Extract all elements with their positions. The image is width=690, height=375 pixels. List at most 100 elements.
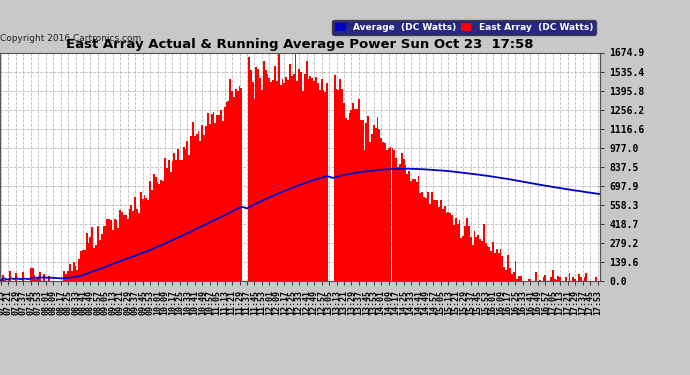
Bar bbox=[164, 158, 166, 281]
Bar bbox=[558, 276, 560, 281]
Bar bbox=[334, 75, 335, 281]
Bar bbox=[427, 192, 428, 281]
Bar bbox=[364, 150, 366, 281]
Bar bbox=[95, 244, 97, 281]
Bar bbox=[341, 90, 343, 281]
Bar bbox=[207, 114, 209, 281]
Bar bbox=[170, 172, 172, 281]
Bar bbox=[371, 134, 373, 281]
Bar bbox=[298, 69, 300, 281]
Bar bbox=[553, 279, 555, 281]
Bar bbox=[197, 130, 199, 281]
Bar bbox=[297, 81, 298, 281]
Bar bbox=[194, 136, 196, 281]
Bar bbox=[578, 274, 580, 281]
Bar bbox=[560, 276, 561, 281]
Bar bbox=[168, 160, 170, 281]
Bar bbox=[22, 272, 24, 281]
Bar bbox=[356, 109, 358, 281]
Bar bbox=[125, 215, 127, 281]
Bar bbox=[428, 204, 431, 281]
Bar bbox=[580, 277, 582, 281]
Bar bbox=[473, 231, 475, 281]
Bar bbox=[373, 125, 375, 281]
Bar bbox=[173, 153, 175, 281]
Bar bbox=[417, 176, 420, 281]
Bar bbox=[369, 142, 371, 281]
Bar bbox=[302, 91, 304, 281]
Bar bbox=[457, 224, 459, 281]
Bar bbox=[511, 274, 513, 281]
Bar bbox=[39, 272, 41, 281]
Bar bbox=[391, 148, 393, 281]
Bar bbox=[359, 120, 362, 281]
Bar bbox=[159, 184, 160, 281]
Bar bbox=[231, 91, 233, 281]
Bar bbox=[75, 267, 77, 281]
Bar bbox=[481, 241, 483, 281]
Bar bbox=[449, 213, 451, 281]
Bar bbox=[353, 103, 354, 281]
Bar bbox=[190, 136, 192, 281]
Bar bbox=[539, 279, 541, 281]
Bar bbox=[216, 115, 218, 281]
Bar bbox=[15, 273, 17, 281]
Bar bbox=[335, 89, 337, 281]
Bar bbox=[479, 239, 481, 281]
Bar bbox=[565, 278, 566, 281]
Bar bbox=[399, 164, 401, 281]
Bar bbox=[515, 261, 516, 281]
Bar bbox=[272, 80, 274, 281]
Bar bbox=[2, 275, 3, 281]
Bar bbox=[248, 57, 250, 281]
Bar bbox=[358, 99, 359, 281]
Bar bbox=[304, 74, 306, 281]
Bar bbox=[179, 160, 181, 281]
Bar bbox=[552, 270, 553, 281]
Bar bbox=[404, 165, 406, 281]
Bar bbox=[229, 78, 231, 281]
Bar bbox=[138, 213, 140, 281]
Bar bbox=[455, 217, 457, 281]
Bar bbox=[34, 275, 35, 281]
Bar bbox=[497, 253, 500, 281]
Bar bbox=[135, 197, 136, 281]
Bar bbox=[235, 89, 237, 281]
Bar bbox=[311, 78, 313, 281]
Bar bbox=[293, 74, 295, 281]
Bar bbox=[117, 228, 119, 281]
Bar bbox=[324, 92, 326, 281]
Bar bbox=[282, 78, 284, 281]
Bar bbox=[84, 250, 86, 281]
Bar bbox=[108, 219, 110, 281]
Bar bbox=[529, 279, 531, 281]
Bar bbox=[192, 122, 194, 281]
Bar bbox=[308, 80, 310, 281]
Bar bbox=[406, 174, 408, 281]
Text: Copyright 2016 Cartronics.com: Copyright 2016 Cartronics.com bbox=[0, 34, 141, 44]
Bar bbox=[69, 264, 71, 281]
Bar bbox=[252, 82, 253, 281]
Bar bbox=[266, 74, 268, 281]
Bar bbox=[285, 77, 287, 281]
Bar bbox=[584, 278, 585, 281]
Bar bbox=[259, 78, 261, 281]
Bar bbox=[362, 120, 364, 281]
Bar bbox=[43, 274, 45, 281]
Bar bbox=[130, 205, 132, 281]
Bar bbox=[351, 110, 353, 281]
Bar bbox=[72, 262, 75, 281]
Bar bbox=[181, 160, 183, 281]
Bar bbox=[250, 70, 252, 281]
Bar bbox=[477, 235, 479, 281]
Bar bbox=[253, 99, 255, 281]
Bar bbox=[367, 116, 369, 281]
Bar bbox=[77, 270, 78, 281]
Bar bbox=[472, 244, 473, 281]
Bar bbox=[535, 272, 537, 281]
Bar bbox=[93, 248, 95, 281]
Bar bbox=[451, 215, 453, 281]
Bar bbox=[147, 200, 149, 281]
Bar bbox=[255, 68, 257, 281]
Bar bbox=[103, 226, 104, 281]
